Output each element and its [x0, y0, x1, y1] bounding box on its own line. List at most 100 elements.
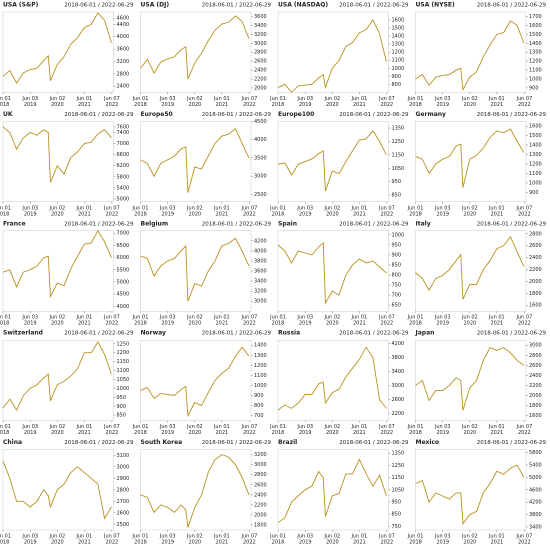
x-tick-year: 2021 — [353, 430, 366, 436]
price-line — [415, 464, 525, 526]
y-tick-label: 800 — [392, 273, 402, 279]
x-tick-year: 2021 — [353, 321, 366, 327]
x-tick-label: Jun 07 — [515, 315, 532, 321]
x-tick-label: Jun 01 — [132, 315, 149, 321]
panel-subtitle: 2018-06-01 / 2022-06-29 — [339, 3, 409, 9]
x-tick-year: 2020 — [51, 211, 64, 217]
y-tick-label: 3000 — [254, 174, 267, 180]
plot-frame — [140, 449, 252, 531]
x-tick-year: 2018 — [409, 430, 422, 436]
y-tick-label: 950 — [392, 242, 402, 248]
x-tick-year: 2020 — [326, 211, 339, 217]
x-tick-year: 2021 — [78, 540, 91, 546]
y-tick-label: 3000 — [392, 383, 405, 389]
y-tick-label: 4400 — [117, 22, 130, 28]
x-tick-label: Jun 03 — [159, 315, 176, 321]
y-tick-label: 3600 — [254, 269, 267, 275]
x-tick-year: 2018 — [0, 102, 9, 108]
panel-title: Spain — [278, 220, 297, 227]
x-tick-label: Jun 02 — [323, 534, 340, 540]
y-tick-label: 2500 — [254, 192, 267, 198]
panel-subtitle: 2018-06-01 / 2022-06-29 — [64, 3, 134, 9]
y-tick-label: 5800 — [117, 174, 130, 180]
y-tick-label: 2800 — [117, 487, 130, 493]
x-tick-label: Jun 01 — [407, 315, 424, 321]
plot-frame — [415, 11, 527, 93]
x-tick-year: 2021 — [353, 540, 366, 546]
x-tick-year: 2018 — [134, 321, 147, 327]
y-tick-label: 1250 — [117, 341, 130, 347]
panel-subtitle: 2018-06-01 / 2022-06-29 — [202, 440, 272, 446]
y-tick-label: 2400 — [529, 255, 542, 261]
y-tick-label: 1800 — [529, 291, 542, 297]
x-tick-year: 2019 — [436, 102, 449, 108]
y-tick-label: 1000 — [117, 386, 130, 392]
x-tick-year: 2018 — [272, 321, 285, 327]
x-tick-label: Jun 01 — [132, 534, 149, 540]
x-tick-label: Jun 01 — [488, 424, 505, 430]
x-tick-label: Jun 07 — [378, 96, 395, 102]
panel-subtitle: 2018-06-01 / 2022-06-29 — [202, 3, 272, 9]
plot-frame — [2, 230, 114, 312]
y-tick-label: 2600 — [392, 397, 405, 403]
x-tick-label: Jun 01 — [269, 534, 286, 540]
panel-title: USA (NASDAQ) — [278, 2, 328, 9]
panel-title: Mexico — [416, 439, 440, 446]
y-tick-label: 1000 — [392, 232, 405, 238]
plot-frame — [140, 340, 252, 421]
y-tick-label: 1300 — [392, 42, 405, 48]
panel-title: UK — [3, 111, 13, 118]
price-line — [2, 12, 112, 85]
price-line — [2, 460, 112, 520]
x-tick-label: Jun 01 — [213, 315, 230, 321]
y-tick-label: 1050 — [117, 377, 130, 383]
panel-subtitle: 2018-06-01 / 2022-06-29 — [339, 440, 409, 446]
x-tick-label: Jun 02 — [323, 424, 340, 430]
y-tick-label: 6500 — [117, 243, 130, 249]
price-line — [415, 235, 525, 300]
panel-title: Belgium — [141, 220, 169, 227]
plot-frame — [415, 121, 527, 203]
plot-frame — [277, 121, 389, 203]
x-tick-label: Jun 01 — [132, 424, 149, 430]
x-tick-label: Jun 01 — [213, 534, 230, 540]
x-tick-year: 2018 — [0, 430, 9, 436]
y-tick-label: 5000 — [529, 475, 542, 481]
x-tick-label: Jun 07 — [240, 205, 257, 211]
panel-title: Europe50 — [141, 111, 173, 118]
panel-subtitle: 2018-06-01 / 2022-06-29 — [477, 3, 547, 9]
y-tick-label: 3000 — [254, 299, 267, 305]
x-tick-label: Jun 01 — [488, 534, 505, 540]
x-tick-label: Jun 02 — [186, 205, 203, 211]
y-tick-label: 2800 — [529, 231, 542, 237]
price-line — [140, 127, 250, 193]
panel: Japan 2018-06-01 / 2022-06-29 1600 1800 2000… — [407, 330, 547, 436]
panel: Russia 2018-06-01 / 2022-06-29 2200 2600 300… — [269, 330, 409, 436]
x-tick-label: Jun 01 — [213, 205, 230, 211]
plot-frame — [277, 340, 389, 421]
panel-title: China — [3, 439, 22, 446]
x-tick-label: Jun 01 — [407, 96, 424, 102]
x-tick-label: Jun 07 — [378, 424, 395, 430]
x-tick-label: Jun 03 — [296, 205, 313, 211]
x-tick-label: Jun 02 — [461, 424, 478, 430]
x-tick-label: Jun 02 — [323, 205, 340, 211]
x-tick-label: Jun 07 — [378, 315, 395, 321]
y-tick-label: 1350 — [392, 451, 405, 457]
panel-subtitle: 2018-06-01 / 2022-06-29 — [64, 331, 134, 337]
y-tick-label: 900 — [117, 404, 127, 410]
x-tick-year: 2022 — [381, 102, 394, 108]
y-tick-label: 750 — [392, 283, 402, 289]
x-tick-label: Jun 03 — [21, 96, 38, 102]
price-line — [2, 126, 112, 183]
y-tick-label: 3600 — [117, 47, 130, 53]
x-tick-label: Jun 01 — [213, 424, 230, 430]
x-tick-year: 2018 — [409, 321, 422, 327]
price-line — [140, 237, 250, 302]
x-tick-year: 2020 — [463, 430, 476, 436]
y-tick-label: 2200 — [392, 411, 405, 417]
x-tick-year: 2020 — [188, 430, 201, 436]
x-tick-year: 2022 — [381, 211, 394, 217]
x-tick-year: 2021 — [215, 211, 228, 217]
panel: Belgium 2018-06-01 / 2022-06-29 3000 3200 34… — [132, 220, 272, 326]
